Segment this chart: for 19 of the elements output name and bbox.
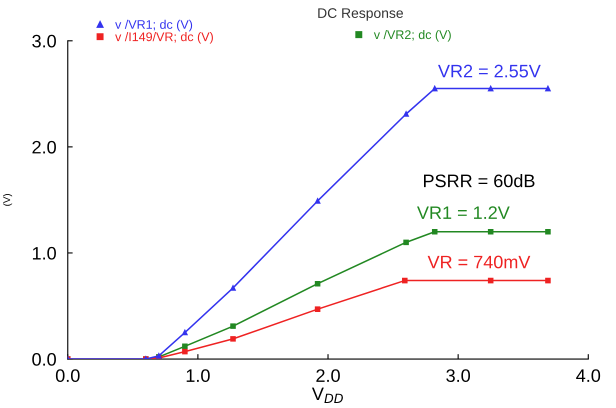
x-tick-label: 1.0 [186,369,210,382]
legend-label: v /I149/VR; dc (V) [115,32,213,44]
y-tick-label: 3.0 [32,34,56,48]
x-tick-label: 2.0 [316,369,340,382]
legend-label: v /VR1; dc (V) [115,20,192,32]
y-tick-label: 1.0 [32,246,56,260]
chart-title: DC Response [318,8,403,21]
annotation: VR = 740mV [428,256,530,268]
x-axis-title: V$_{DD}$ [312,388,343,403]
x-tick-label: 4.0 [576,369,600,382]
y-axis-title: (V) [3,194,12,206]
x-tick-label: 3.0 [446,369,470,382]
annotation: VR1 = 1.2V [417,206,510,219]
y-tick-label: 0.0 [32,352,56,366]
legend-label: v /VR2; dc (V) [374,30,451,42]
y-tick-label: 2.0 [32,140,56,154]
annotation: PSRR = 60dB [424,174,534,188]
annotation: VR2 = 2.55V [438,64,541,78]
x-tick-label: 0.0 [56,369,80,382]
